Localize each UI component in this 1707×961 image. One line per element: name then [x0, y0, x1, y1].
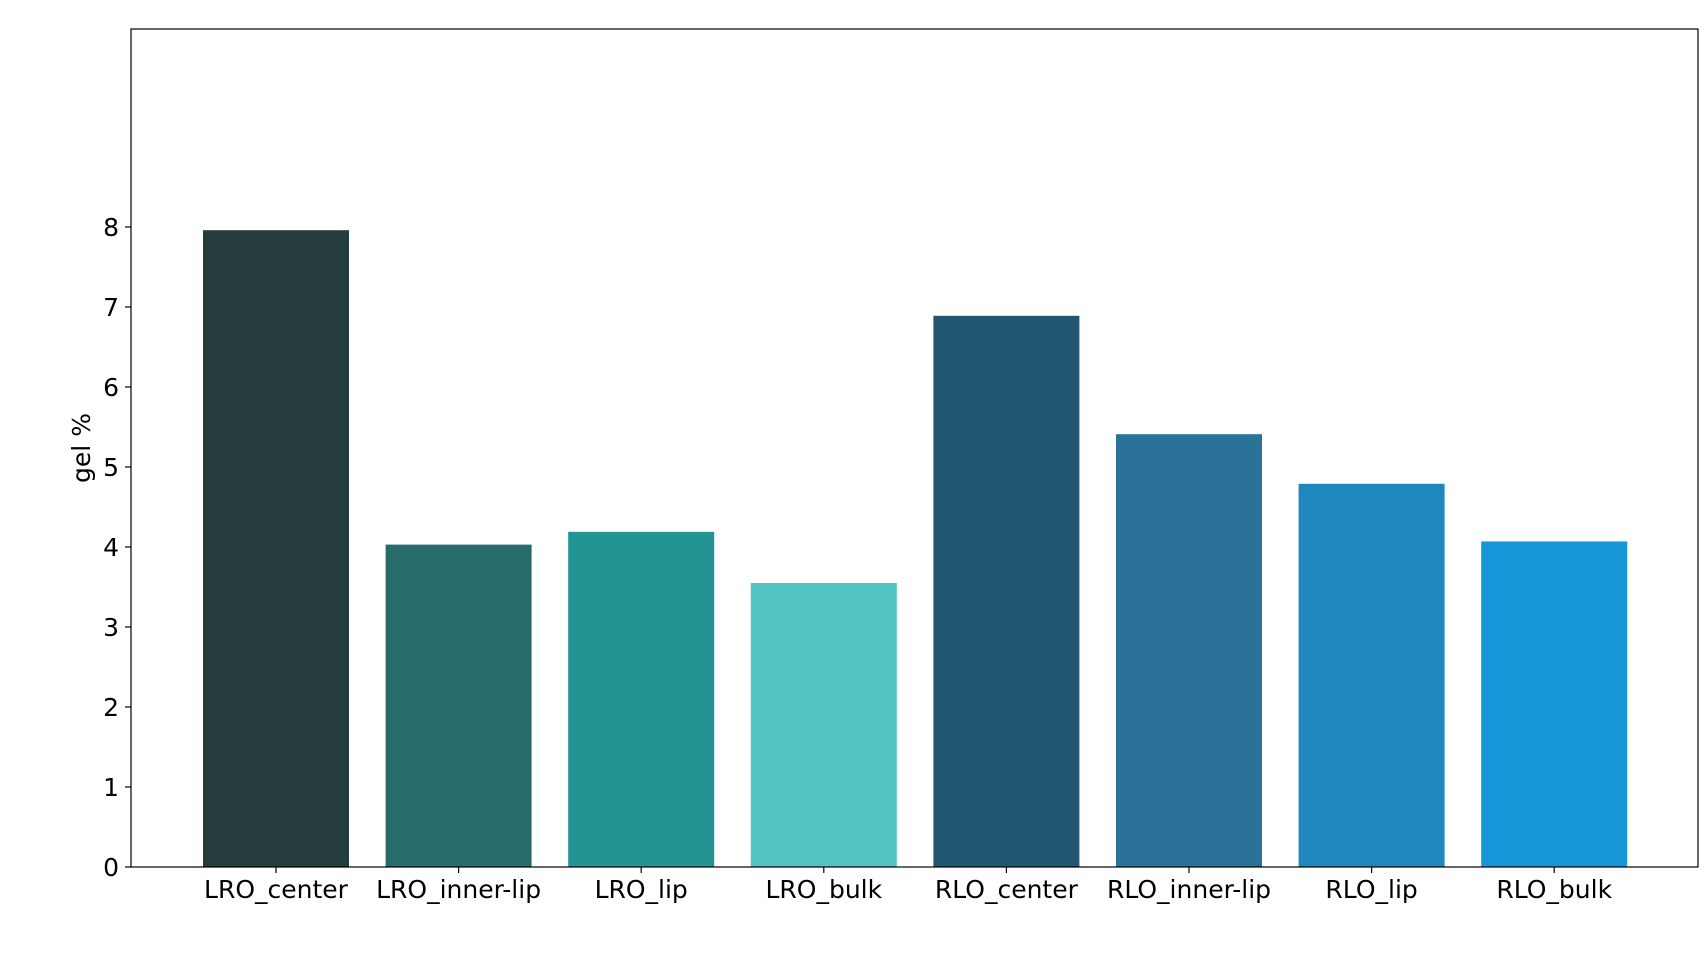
y-tick-label: 1	[103, 773, 119, 802]
bar-lro-center	[203, 230, 349, 867]
y-tick-label: 4	[103, 533, 119, 562]
x-tick-label: LRO_inner-lip	[376, 875, 541, 904]
bar-rlo-inner-lip	[1116, 434, 1262, 867]
bar-lro-bulk	[750, 583, 897, 867]
x-tick-label: LRO_bulk	[765, 875, 882, 904]
y-axis-label: gel %	[67, 413, 96, 483]
y-tick-label: 0	[103, 853, 119, 882]
y-tick-label: 2	[103, 693, 119, 722]
bar-rlo-center	[933, 315, 1080, 867]
bar-rlo-bulk	[1481, 541, 1628, 867]
y-tick-label: 6	[103, 373, 119, 402]
x-tick-label: RLO_lip	[1325, 875, 1417, 904]
x-axis: LRO_center LRO_inner-lip LRO_lip LRO_bulk RL…	[204, 867, 1613, 904]
x-tick-label: RLO_center	[935, 875, 1079, 904]
x-tick-label: LRO_lip	[595, 875, 688, 904]
bar-lro-lip	[568, 531, 715, 867]
bars-group	[203, 230, 1628, 867]
y-tick-label: 3	[103, 613, 119, 642]
plot-area-frame	[130, 28, 1699, 868]
bar-rlo-lip	[1298, 483, 1445, 867]
y-tick-label: 5	[103, 453, 119, 482]
x-tick-label: RLO_inner-lip	[1107, 875, 1271, 904]
y-tick-label: 7	[103, 293, 119, 322]
y-axis: 0 1 2 3 4 5 6 7 8	[103, 213, 131, 882]
x-tick-label: LRO_center	[204, 875, 349, 904]
y-tick-label: 8	[103, 213, 119, 242]
x-tick-label: RLO_bulk	[1496, 875, 1612, 904]
bar-lro-inner-lip	[385, 544, 532, 867]
